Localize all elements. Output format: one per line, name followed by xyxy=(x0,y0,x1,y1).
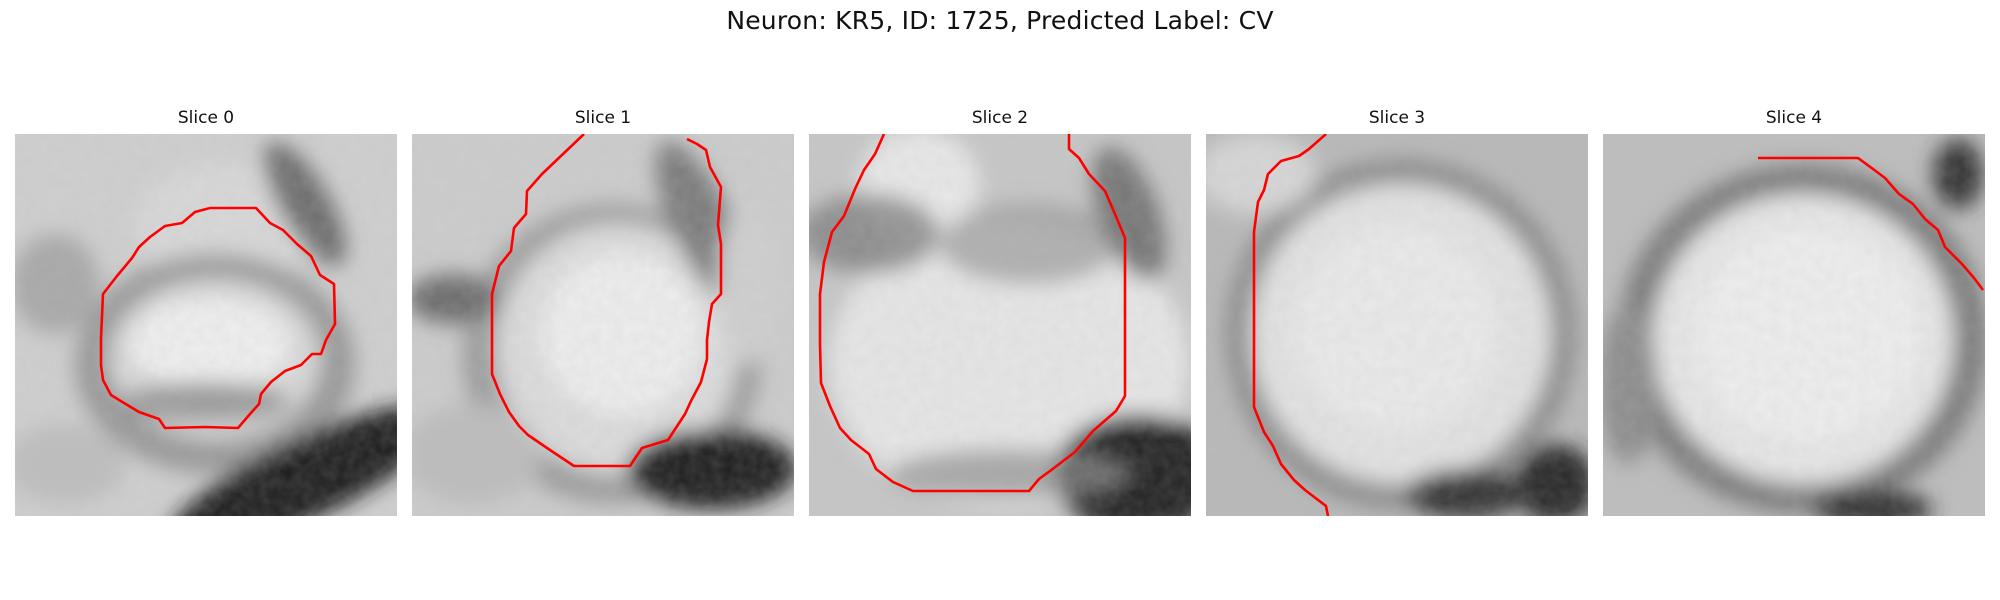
slice-title-0: Slice 0 xyxy=(177,108,235,128)
slice-image-2 xyxy=(809,134,1191,516)
slice-image-4 xyxy=(1603,134,1985,516)
figure-title: Neuron: KR5, ID: 1725, Predicted Label: … xyxy=(726,6,1274,35)
slice-title-1: Slice 1 xyxy=(574,108,632,128)
slice-title-4: Slice 4 xyxy=(1765,108,1823,128)
slice-image-1 xyxy=(412,134,794,516)
slice-image-svg-0 xyxy=(15,134,397,516)
slice-image-0 xyxy=(15,134,397,516)
slice-image-svg-3 xyxy=(1206,134,1588,516)
slice-image-3 xyxy=(1206,134,1588,516)
slice-image-svg-1 xyxy=(412,134,794,516)
slice-title-3: Slice 3 xyxy=(1368,108,1426,128)
slice-image-svg-4 xyxy=(1603,134,1985,516)
slice-title-2: Slice 2 xyxy=(971,108,1029,128)
slice-image-svg-2 xyxy=(809,134,1191,516)
